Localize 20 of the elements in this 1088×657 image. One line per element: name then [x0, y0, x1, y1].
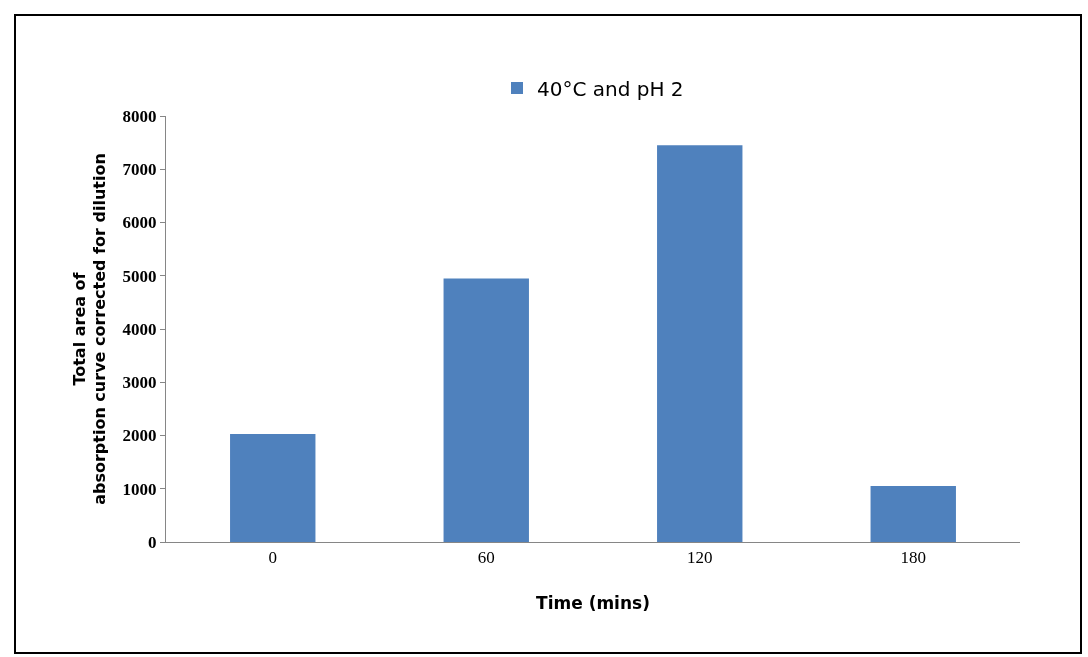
y-tick-label: 1000: [122, 479, 157, 499]
bar: [870, 486, 956, 542]
y-tick-label: 3000: [122, 373, 157, 393]
x-tick-label: 60: [477, 548, 495, 568]
y-tick-label: 7000: [122, 160, 157, 180]
bar: [230, 433, 316, 542]
bar: [657, 145, 743, 542]
y-tick-label: 6000: [122, 213, 157, 233]
x-tick-label: 120: [687, 548, 713, 568]
bar: [443, 278, 529, 542]
x-axis-title: Time (mins): [536, 592, 650, 613]
legend-label: 40°C and pH 2: [537, 76, 684, 101]
y-axis-title: Total area of absorption curve corrected for dilution: [69, 153, 110, 505]
x-tick-label: 0: [268, 548, 277, 568]
y-tick-label: 8000: [122, 106, 157, 126]
y-tick-label: 0: [148, 532, 157, 552]
y-tick-label: 5000: [122, 266, 157, 286]
y-tick-label: 2000: [122, 426, 157, 446]
x-tick-label: 180: [900, 548, 926, 568]
y-tick-label: 4000: [122, 319, 157, 339]
